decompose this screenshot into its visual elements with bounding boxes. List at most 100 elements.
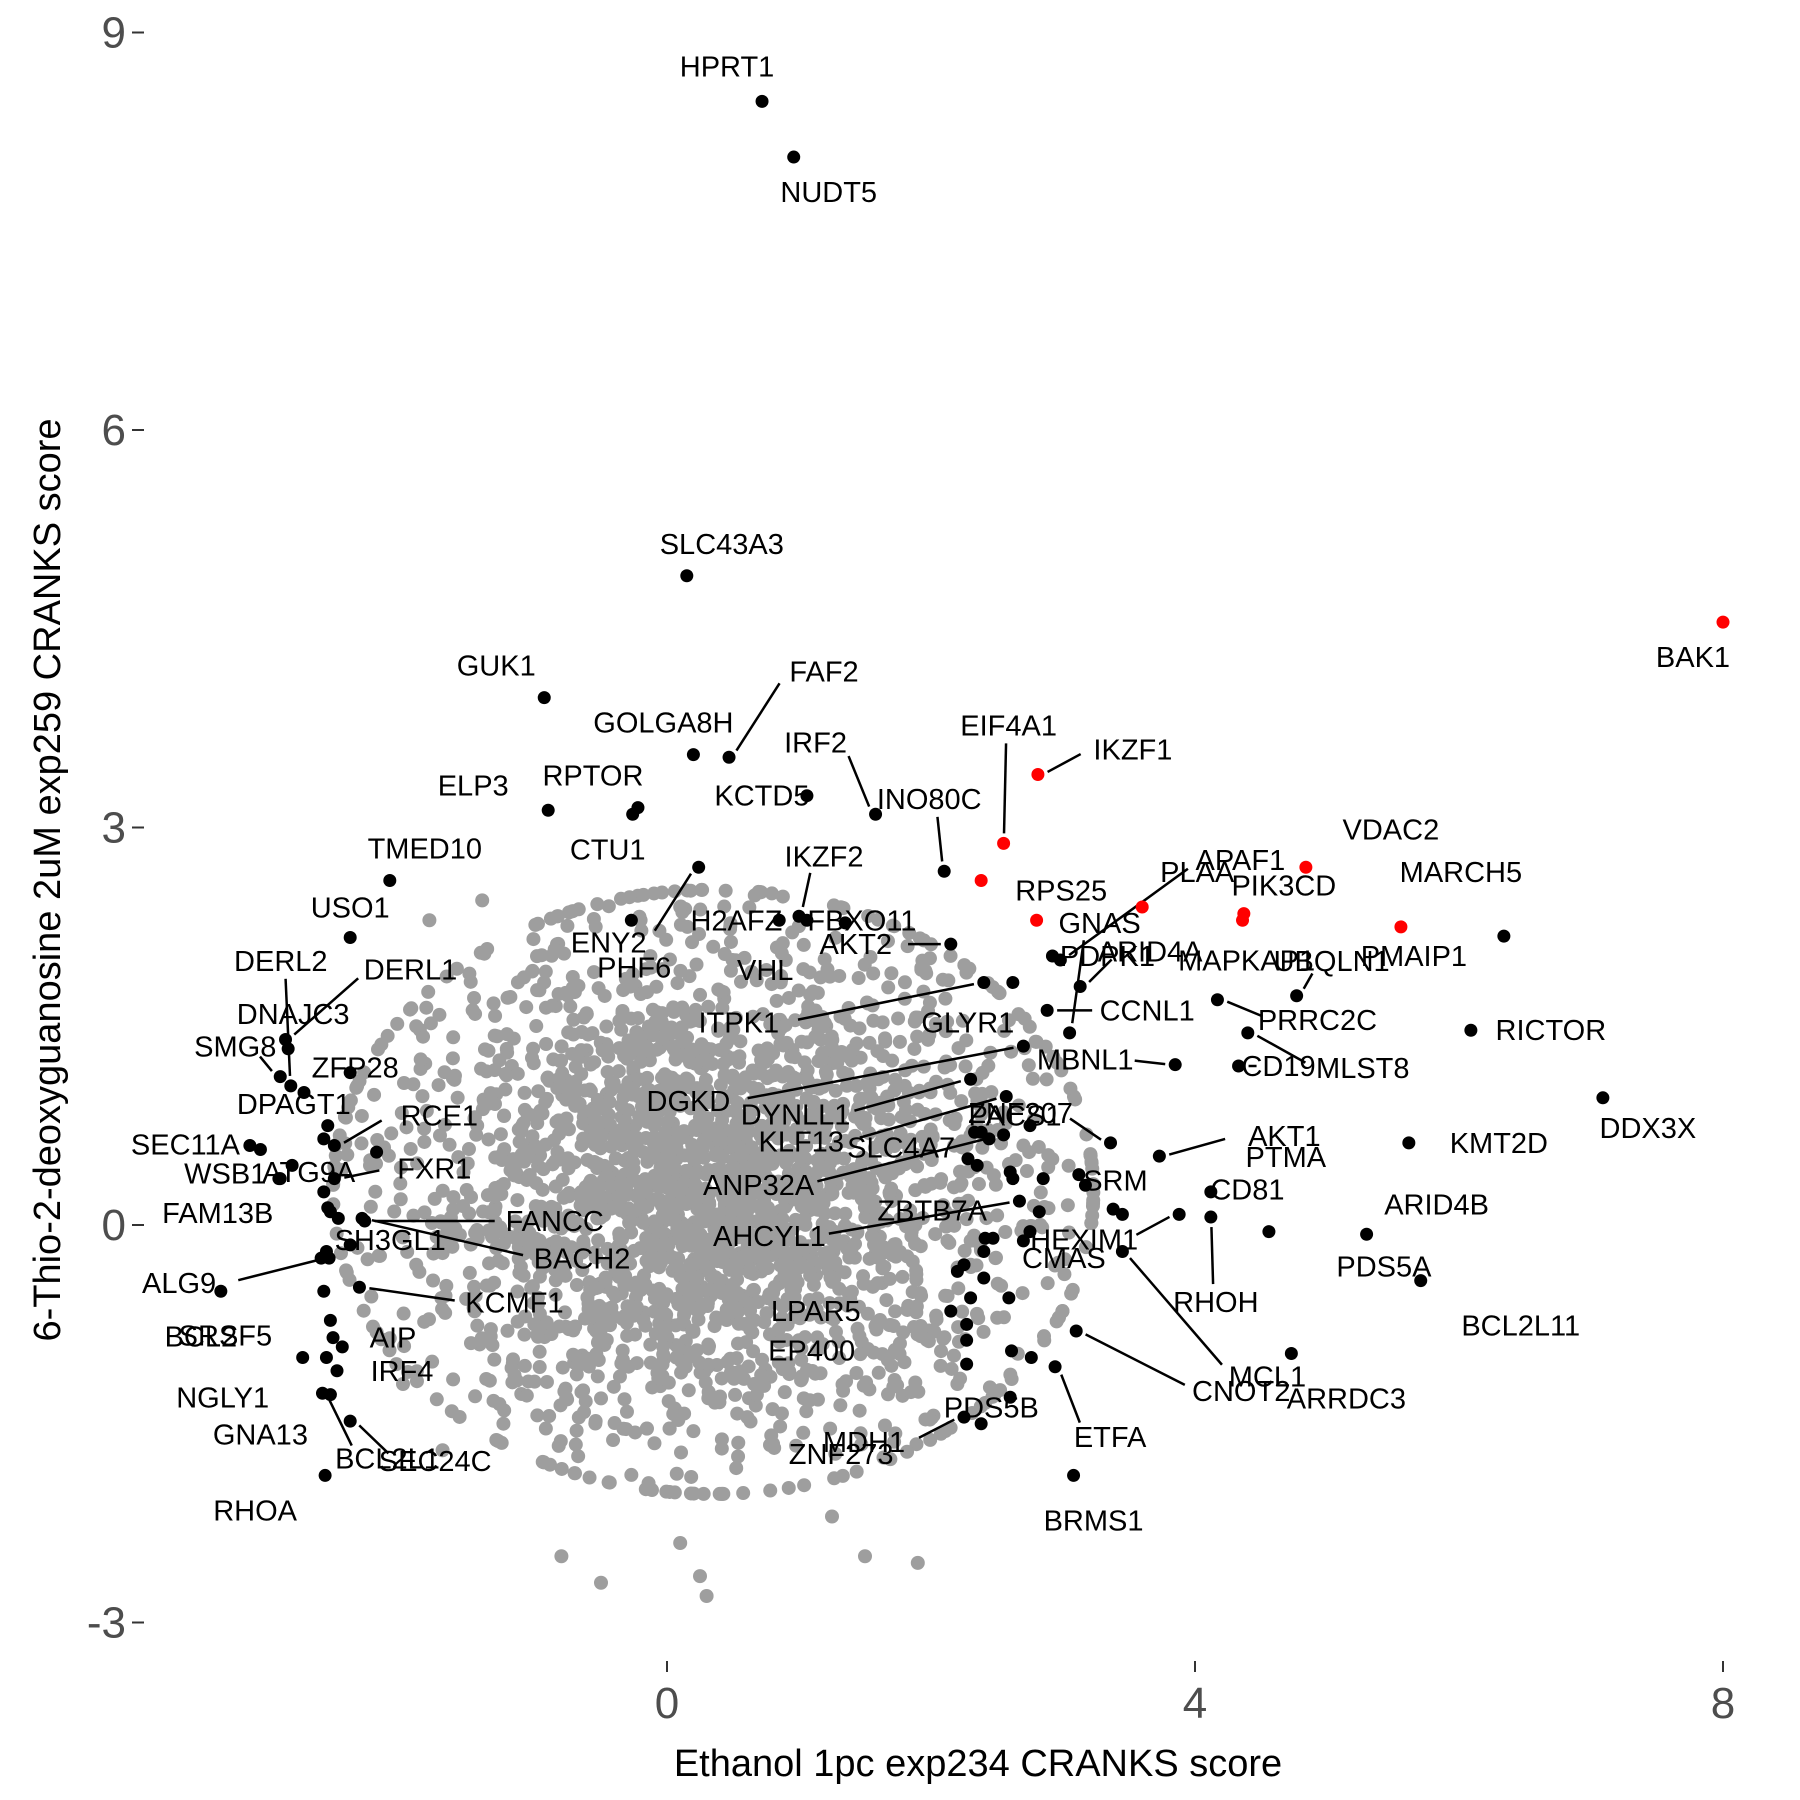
background-point [759, 1156, 774, 1171]
highlight-point [986, 1231, 1000, 1245]
background-point [664, 1212, 679, 1227]
point-label: RHOA [213, 1495, 297, 1527]
background-point [434, 1215, 449, 1230]
background-point [417, 1205, 432, 1220]
background-point [950, 1377, 965, 1391]
background-point [785, 1106, 800, 1121]
background-point [389, 1357, 404, 1372]
highlight-point [323, 1313, 337, 1327]
highlight-point [692, 860, 706, 874]
point-label: CNOT2 [1192, 1376, 1290, 1408]
highlight-point [999, 1089, 1013, 1103]
background-point [934, 1344, 949, 1359]
background-point [771, 1131, 786, 1146]
background-point [718, 1068, 733, 1083]
background-point [882, 1271, 897, 1286]
background-point [360, 1252, 375, 1267]
background-point [498, 1082, 513, 1097]
background-point [711, 1023, 726, 1038]
point-label: SRSF5 [179, 1320, 272, 1352]
label-leader-lines [237, 682, 1314, 1455]
background-point [564, 904, 579, 919]
background-point [988, 1250, 1003, 1265]
background-point [779, 1035, 794, 1050]
background-point [332, 1128, 347, 1143]
highlight-point [686, 748, 700, 762]
background-point [481, 1132, 496, 1147]
background-point [730, 1095, 745, 1110]
background-point [822, 969, 837, 984]
background-point [564, 1240, 579, 1255]
background-point [643, 1236, 658, 1251]
background-point [524, 1280, 539, 1295]
background-point [1062, 1225, 1077, 1240]
highlight-point [327, 1172, 341, 1186]
point-label: PACS1 [969, 1101, 1062, 1133]
background-point [690, 1191, 705, 1206]
background-point [888, 1304, 903, 1319]
background-point [778, 953, 793, 967]
background-point [868, 1319, 883, 1334]
background-point [589, 1250, 604, 1265]
point-label: KLF13 [759, 1126, 844, 1158]
background-point [590, 1369, 605, 1384]
background-point [576, 1010, 591, 1025]
background-point [1086, 1196, 1101, 1211]
background-point [929, 1312, 944, 1327]
background-point [710, 1245, 725, 1260]
background-point [520, 1108, 535, 1123]
background-point [493, 1127, 508, 1142]
background-point [580, 1153, 595, 1168]
background-point [751, 1295, 766, 1310]
background-point [880, 934, 895, 949]
leader-line [1134, 1059, 1166, 1066]
background-point [747, 888, 762, 903]
point-label: SMG8 [194, 1032, 276, 1064]
background-point [545, 998, 560, 1013]
special-point [1030, 913, 1044, 927]
background-point [644, 960, 659, 975]
background-point [696, 1486, 711, 1501]
highlight-point [1596, 1091, 1610, 1105]
background-point [470, 1318, 485, 1333]
point-label: CMAS [1022, 1243, 1106, 1275]
background-point [863, 1073, 878, 1088]
point-label: NGLY1 [176, 1383, 269, 1415]
background-point [810, 1291, 825, 1306]
background-point [849, 1366, 864, 1381]
background-point [517, 1358, 532, 1373]
background-point [967, 1228, 982, 1243]
leader-line [854, 1080, 962, 1112]
background-point [399, 1120, 414, 1135]
background-point [638, 1086, 653, 1101]
highlight-point [1048, 1360, 1062, 1374]
background-point [357, 1065, 372, 1080]
background-point [723, 919, 738, 934]
background-point [510, 1066, 525, 1081]
background-point [611, 1064, 626, 1079]
background-point [413, 1052, 428, 1067]
point-label: RPTOR [542, 761, 643, 793]
point-label: GNA13 [213, 1420, 308, 1452]
highlight-point [1115, 1245, 1129, 1258]
highlight-point [1072, 1168, 1086, 1182]
background-point [500, 1045, 515, 1060]
background-point [670, 1133, 685, 1148]
background-point [881, 1387, 896, 1402]
leader-line [1068, 867, 1189, 957]
point-label: ENY2 [571, 927, 647, 959]
background-point [393, 1176, 408, 1191]
background-point [1039, 1072, 1054, 1087]
background-point [475, 1102, 490, 1117]
background-point [954, 1094, 969, 1109]
background-point [510, 1314, 525, 1329]
background-point [854, 1334, 869, 1349]
background-point [701, 1384, 716, 1399]
background-point [686, 1323, 701, 1338]
background-point [432, 1007, 447, 1022]
background-point [544, 1199, 559, 1214]
background-point [328, 1148, 343, 1163]
background-point [992, 986, 1007, 1001]
leader-line [797, 982, 975, 1021]
background-point [601, 1049, 616, 1064]
